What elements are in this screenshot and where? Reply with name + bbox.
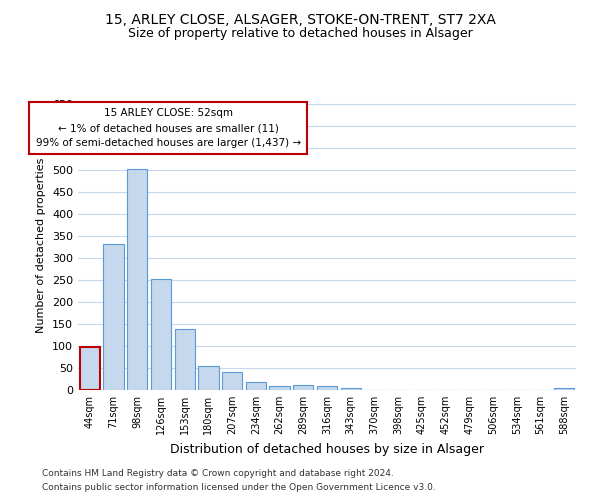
Bar xyxy=(317,386,337,390)
Bar xyxy=(175,330,195,390)
Bar xyxy=(222,372,242,390)
X-axis label: Distribution of detached houses by size in Alsager: Distribution of detached houses by size … xyxy=(170,442,484,456)
Bar xyxy=(554,388,574,390)
Bar xyxy=(199,366,218,390)
Bar xyxy=(341,388,361,390)
Text: 15, ARLEY CLOSE, ALSAGER, STOKE-ON-TRENT, ST7 2XA: 15, ARLEY CLOSE, ALSAGER, STOKE-ON-TRENT… xyxy=(104,12,496,26)
Bar xyxy=(269,386,290,390)
Bar xyxy=(80,347,100,390)
Text: 15 ARLEY CLOSE: 52sqm
← 1% of detached houses are smaller (11)
99% of semi-detac: 15 ARLEY CLOSE: 52sqm ← 1% of detached h… xyxy=(35,108,301,148)
Text: Contains public sector information licensed under the Open Government Licence v3: Contains public sector information licen… xyxy=(42,484,436,492)
Bar xyxy=(151,279,171,390)
Y-axis label: Number of detached properties: Number of detached properties xyxy=(37,158,46,332)
Text: Contains HM Land Registry data © Crown copyright and database right 2024.: Contains HM Land Registry data © Crown c… xyxy=(42,468,394,477)
Bar xyxy=(246,382,266,390)
Bar xyxy=(293,384,313,390)
Text: Size of property relative to detached houses in Alsager: Size of property relative to detached ho… xyxy=(128,28,472,40)
Bar xyxy=(127,169,148,390)
Bar xyxy=(103,244,124,390)
